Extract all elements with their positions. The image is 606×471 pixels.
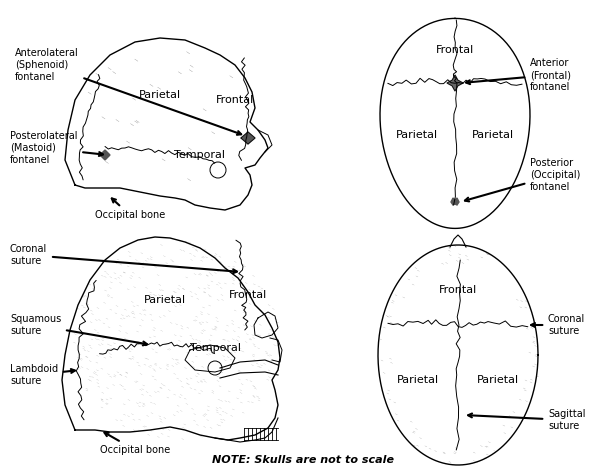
Text: Frontal: Frontal	[229, 290, 267, 300]
Text: Anterior
(Frontal)
fontanel: Anterior (Frontal) fontanel	[466, 58, 571, 91]
Text: Squamous
suture: Squamous suture	[10, 314, 147, 345]
Polygon shape	[241, 132, 255, 144]
Polygon shape	[100, 150, 110, 160]
Text: Sagittal
suture: Sagittal suture	[468, 409, 585, 431]
Text: Parietal: Parietal	[397, 375, 439, 385]
Text: Posterior
(Occipital)
fontanel: Posterior (Occipital) fontanel	[465, 158, 581, 202]
Text: Frontal: Frontal	[216, 95, 254, 105]
Text: Coronal
suture: Coronal suture	[531, 314, 585, 336]
Polygon shape	[451, 198, 459, 205]
Text: Occipital bone: Occipital bone	[100, 432, 170, 455]
Text: Occipital bone: Occipital bone	[95, 198, 165, 220]
Text: Parietal: Parietal	[144, 295, 186, 305]
Text: Temporal: Temporal	[175, 150, 225, 160]
Text: Parietal: Parietal	[139, 90, 181, 100]
Text: Parietal: Parietal	[396, 130, 438, 140]
Text: Frontal: Frontal	[439, 285, 477, 295]
Text: Coronal
suture: Coronal suture	[10, 244, 237, 273]
Text: NOTE: Skulls are not to scale: NOTE: Skulls are not to scale	[212, 455, 394, 465]
Text: Parietal: Parietal	[477, 375, 519, 385]
Text: Posterolateral
(Mastoid)
fontanel: Posterolateral (Mastoid) fontanel	[10, 131, 103, 164]
Text: Temporal: Temporal	[190, 343, 241, 353]
Text: Frontal: Frontal	[436, 45, 474, 55]
Text: Parietal: Parietal	[472, 130, 514, 140]
Text: Anterolateral
(Sphenoid)
fontanel: Anterolateral (Sphenoid) fontanel	[15, 49, 241, 135]
Polygon shape	[447, 75, 463, 91]
Text: Lambdoid
suture: Lambdoid suture	[10, 364, 75, 386]
